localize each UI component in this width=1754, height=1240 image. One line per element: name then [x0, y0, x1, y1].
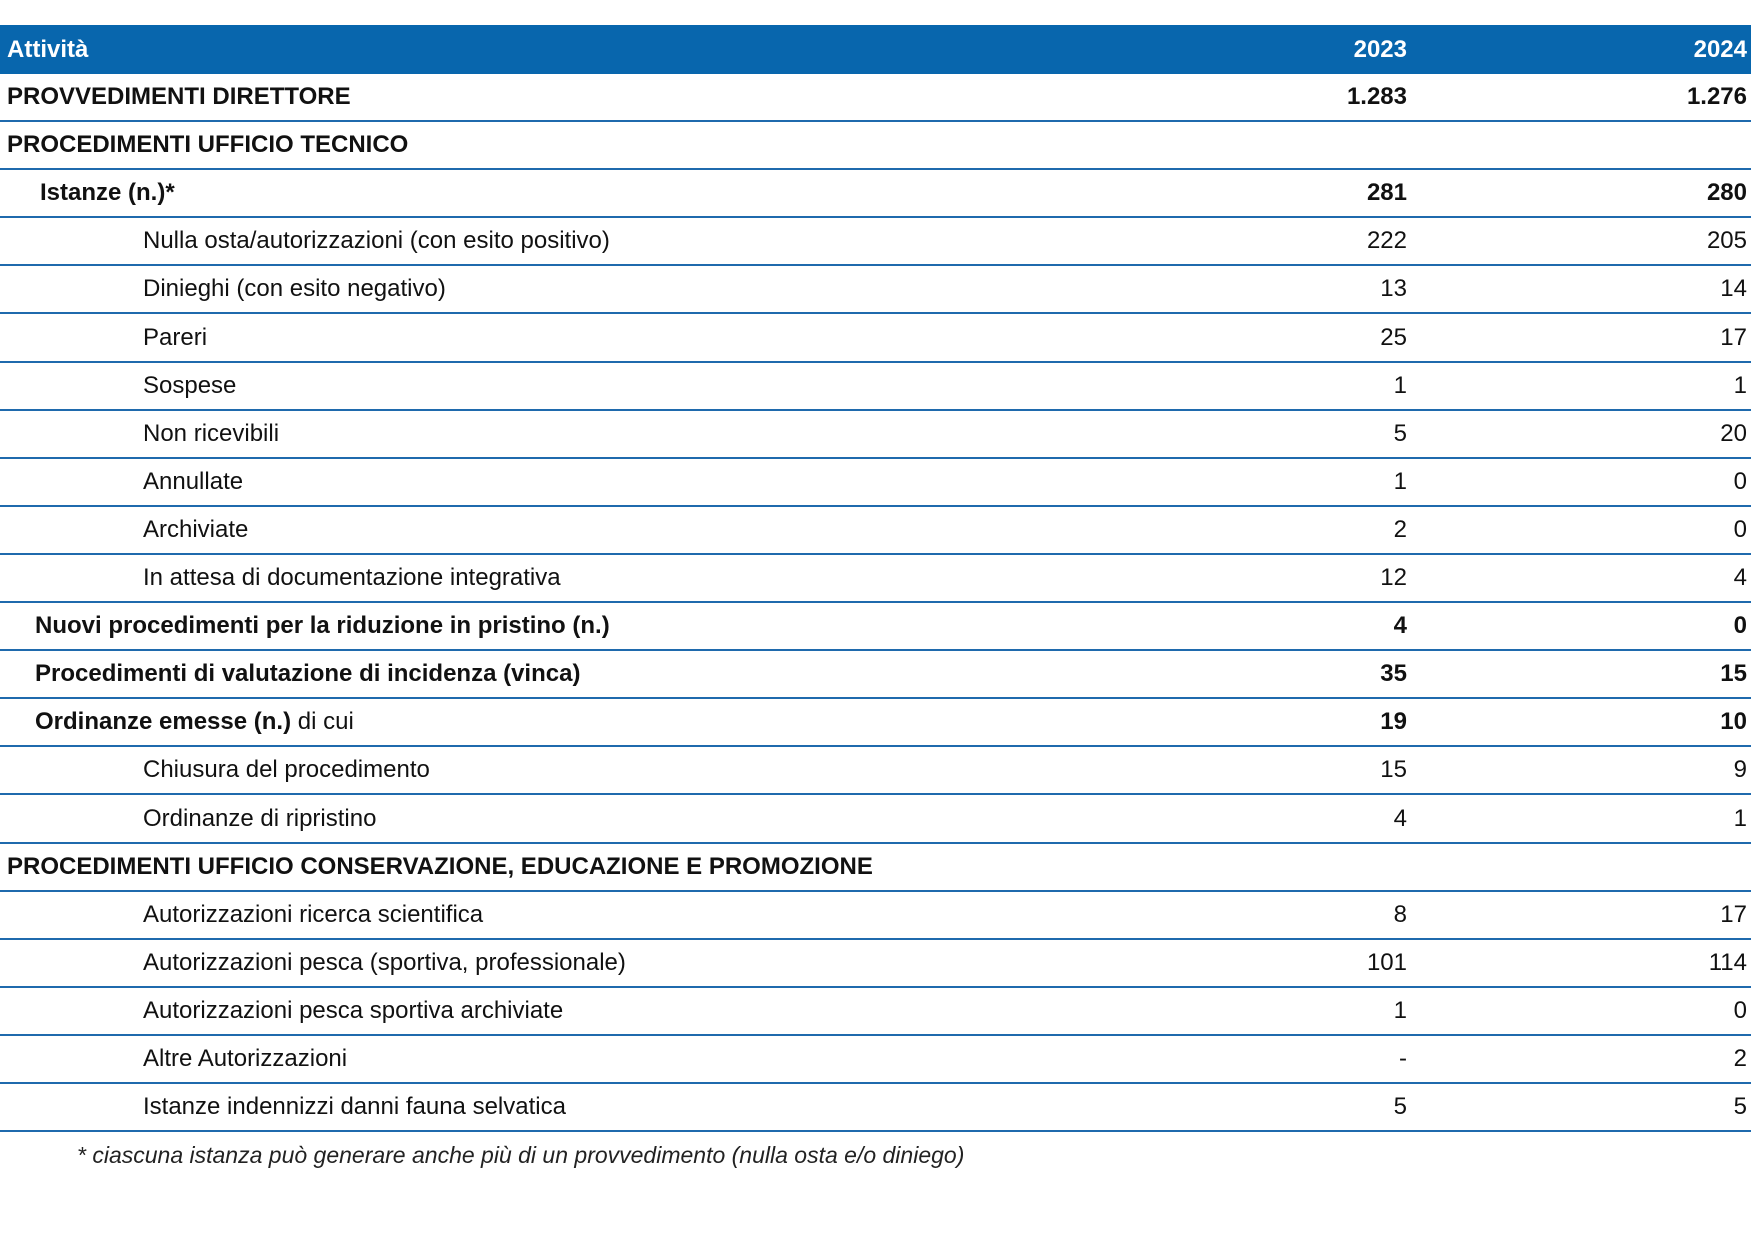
table-row: Altre Autorizzazioni - 2 — [0, 1036, 1751, 1084]
value-2023: 1 — [1393, 996, 1407, 1024]
row-label: Non ricevibili — [143, 419, 280, 447]
value-2023: 4 — [1393, 612, 1407, 640]
table-row: Sospese 1 1 — [0, 363, 1751, 411]
value-2023: 8 — [1393, 900, 1407, 928]
value-2024: 280 — [1706, 179, 1747, 207]
table-row: PROCEDIMENTI UFFICIO TECNICO — [0, 122, 1751, 171]
header-row: Attività 2023 2024 — [0, 25, 1751, 74]
row-label: Archiviate — [143, 515, 249, 543]
table-row: Non ricevibili 5 20 — [0, 411, 1751, 459]
value-2023: 5 — [1393, 1093, 1407, 1121]
table-row: Dinieghi (con esito negativo) 13 14 — [0, 266, 1751, 315]
value-2024: 0 — [1733, 612, 1747, 640]
value-2023: - — [1399, 1045, 1407, 1072]
row-label: Autorizzazioni ricerca scientifica — [143, 900, 484, 928]
table-row: Autorizzazioni ricerca scientifica 8 17 — [0, 892, 1751, 940]
header-cell: Attività — [7, 35, 89, 63]
table-row: In attesa di documentazione integrativa 1… — [0, 555, 1751, 603]
table-row: Pareri 25 17 — [0, 315, 1751, 363]
header-cell: 2023 — [1353, 35, 1407, 63]
table-row: Nulla osta/autorizzazioni (con esito pos… — [0, 218, 1751, 267]
row-label: PROCEDIMENTI UFFICIO TECNICO — [7, 131, 409, 159]
label-strong: Ordinanze emesse (n.) — [35, 708, 292, 736]
value-2024: 205 — [1706, 227, 1747, 255]
value-2023: 1.283 — [1346, 83, 1407, 110]
value-2024: 10 — [1720, 708, 1747, 736]
header-cell: 2024 — [1693, 35, 1747, 63]
row-label: In attesa di documentazione integrativa — [143, 564, 561, 591]
table-row: Autorizzazioni pesca sportiva archiviate… — [0, 988, 1751, 1036]
value-2024: 0 — [1733, 515, 1747, 543]
row-label: Nuovi procedimenti per la riduzione in p… — [35, 612, 610, 640]
value-2024: 2 — [1733, 1045, 1747, 1072]
value-2023: 5 — [1393, 419, 1407, 447]
value-2023: 13 — [1380, 275, 1407, 303]
table-row: PROCEDIMENTI UFFICIO CONSERVAZIONE, EDUC… — [0, 844, 1751, 892]
table-row: Archiviate 2 0 — [0, 507, 1751, 555]
row-label: Procedimenti di valutazione di incidenza… — [35, 660, 581, 688]
row-label: Autorizzazioni pesca sportiva archiviate — [143, 996, 564, 1024]
table-row: Annullate 1 0 — [0, 459, 1751, 507]
row-label: Pareri — [143, 323, 208, 351]
value-2023: 12 — [1380, 564, 1407, 591]
value-2024: 114 — [1708, 948, 1747, 976]
value-2024: 1 — [1733, 371, 1747, 399]
table-row: Nuovi procedimenti per la riduzione in p… — [0, 603, 1751, 652]
value-2024: 14 — [1720, 275, 1747, 303]
table-row: Ordinanze emesse (n.) di cui 19 10 — [0, 699, 1751, 748]
value-2023: 101 — [1366, 948, 1407, 976]
table-row: Procedimenti di valutazione di incidenza… — [0, 651, 1751, 700]
value-2024: 20 — [1720, 419, 1747, 447]
value-2023: 19 — [1380, 708, 1407, 736]
value-2023: 15 — [1380, 756, 1407, 784]
row-label: Dinieghi (con esito negativo) — [143, 275, 446, 303]
value-2024: 0 — [1733, 996, 1747, 1024]
value-2023: 35 — [1380, 660, 1407, 688]
value-2024: 5 — [1733, 1093, 1747, 1121]
footnote: * ciascuna istanza può generare anche pi… — [77, 1142, 965, 1168]
row-label: PROVVEDIMENTI DIRETTORE — [7, 83, 351, 110]
row-label: Annullate — [143, 467, 244, 495]
value-2024: 17 — [1720, 323, 1747, 351]
table-row: Istanze indennizzi danni fauna selvatica… — [0, 1084, 1751, 1133]
value-2023: 1 — [1393, 467, 1407, 495]
value-2024: 0 — [1733, 467, 1747, 495]
table-row: Istanze (n.)* 281 280 — [0, 170, 1751, 219]
value-2023: 4 — [1393, 804, 1407, 832]
row-label: PROCEDIMENTI UFFICIO CONSERVAZIONE, EDUC… — [7, 852, 873, 880]
row-label: Istanze (n.)* — [40, 179, 175, 207]
value-2024: 4 — [1733, 564, 1747, 591]
value-2023: 1 — [1393, 371, 1407, 399]
value-2024: 1.276 — [1686, 83, 1747, 110]
row-label: Autorizzazioni pesca (sportiva, professi… — [143, 948, 626, 976]
row-label: Nulla osta/autorizzazioni (con esito pos… — [143, 227, 610, 255]
value-2024: 15 — [1720, 660, 1747, 688]
value-2024: 17 — [1720, 900, 1747, 928]
value-2023: 2 — [1393, 515, 1407, 543]
table-row: Chiusura del procedimento 15 9 — [0, 747, 1751, 796]
row-label: Ordinanze di ripristino — [143, 804, 377, 832]
row-label: Chiusura del procedimento — [143, 756, 430, 784]
value-2024: 1 — [1733, 804, 1747, 832]
table-row: PROVVEDIMENTI DIRETTORE 1.283 1.276 — [0, 74, 1751, 122]
row-label: Sospese — [143, 371, 237, 399]
row-label: Istanze indennizzi danni fauna selvatica — [143, 1093, 566, 1121]
label-note: di cui — [297, 708, 354, 736]
table-row: Ordinanze di ripristino 4 1 — [0, 796, 1751, 844]
table-row: Autorizzazioni pesca (sportiva, professi… — [0, 940, 1751, 988]
row-label: Ordinanze emesse (n.) di cui — [35, 708, 354, 736]
value-2023: 222 — [1366, 227, 1407, 255]
value-2023: 281 — [1366, 179, 1407, 207]
value-2024: 9 — [1733, 756, 1747, 784]
value-2023: 25 — [1380, 323, 1407, 351]
row-label: Altre Autorizzazioni — [143, 1045, 348, 1072]
